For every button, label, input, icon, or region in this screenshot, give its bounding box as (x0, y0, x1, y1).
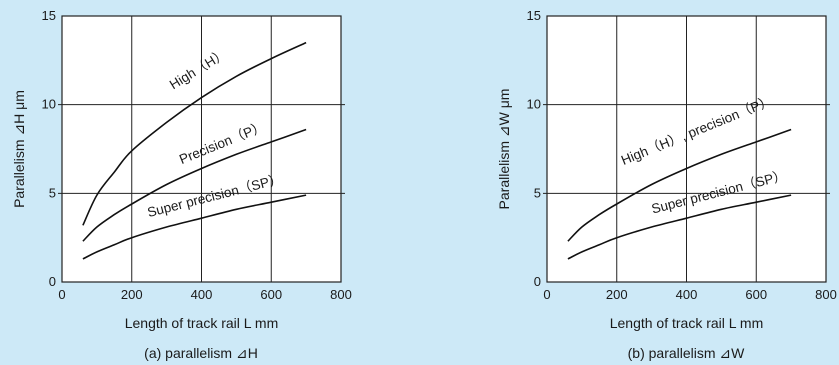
y-tick-label: 5 (534, 185, 541, 200)
x-tick-label: 200 (606, 287, 628, 302)
chart-2: 0 200 400 600 800 0 5 10 15 Length of track rail … (496, 8, 837, 361)
x-axis-label: Length of track rail L mm (125, 315, 279, 331)
series-line (567, 128, 792, 242)
x-tick-label: 0 (543, 287, 550, 302)
series-line (82, 41, 307, 226)
series-line (82, 194, 307, 260)
y-tick-label: 15 (527, 8, 541, 23)
x-tick-label: 600 (260, 287, 282, 302)
x-tick-label: 800 (330, 287, 352, 302)
x-tick-label: 400 (676, 287, 698, 302)
chart-1: 0 200 400 600 800 0 5 10 15 Length of track rail … (11, 8, 352, 361)
y-tick-label: 10 (42, 97, 56, 112)
y-tick-label: 0 (49, 274, 56, 289)
y-tick-label: 5 (49, 185, 56, 200)
x-tick-label: 400 (191, 287, 213, 302)
y-tick-label: 10 (527, 97, 541, 112)
series-line (567, 194, 792, 260)
x-axis-label: Length of track rail L mm (610, 315, 764, 331)
y-axis-label: Parallelism ⊿W μm (496, 89, 512, 210)
x-tick-label: 200 (121, 287, 143, 302)
y-tick-label: 15 (42, 8, 56, 23)
x-tick-label: 600 (745, 287, 767, 302)
y-tick-label: 0 (534, 274, 541, 289)
chart-caption: (b) parallelism ⊿W (628, 345, 746, 361)
y-axis-label: Parallelism ⊿H μm (11, 90, 27, 208)
chart-caption: (a) parallelism ⊿H (144, 345, 258, 361)
x-tick-label: 800 (815, 287, 837, 302)
x-tick-label: 0 (58, 287, 65, 302)
series-line (82, 128, 307, 242)
